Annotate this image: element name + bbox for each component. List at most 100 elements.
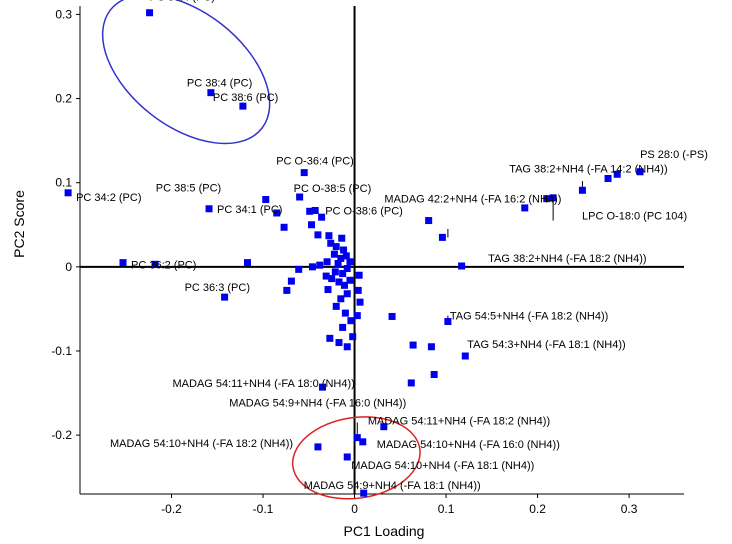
annotation-label: MADAG 54:10+NH4 (-FA 16:0 (NH4)): [377, 439, 560, 451]
annotation-label: PC 36:3 (PC): [185, 282, 250, 294]
data-point: [409, 341, 417, 349]
data-point: [360, 489, 368, 497]
data-point: [339, 323, 347, 331]
y-tick-label: 0.3: [55, 7, 72, 21]
annotation-label: MADAG 42:2+NH4 (-FA 16:2 (NH4)): [384, 193, 561, 205]
data-point: [335, 339, 343, 347]
annotation-label: MADAG 54:11+NH4 (-FA 18:0 (NH4)): [173, 378, 355, 390]
y-tick-label: 0: [65, 260, 72, 274]
data-point: [337, 254, 345, 262]
data-point: [314, 443, 322, 451]
data-point: [359, 438, 367, 446]
data-point: [207, 89, 215, 97]
data-point: [356, 298, 364, 306]
data-point: [314, 231, 322, 239]
data-point: [341, 309, 349, 317]
data-point: [328, 275, 336, 283]
annotation-label: TAG 38:2+NH4 (-FA 14:2 (NH4)): [509, 163, 667, 175]
highlight-ellipse: [101, 0, 271, 145]
data-point: [388, 312, 396, 320]
data-point: [319, 383, 327, 391]
data-point: [346, 258, 354, 266]
annotation-label: TAG 54:3+NH4 (-FA 18:1 (NH4)): [467, 339, 625, 351]
data-point: [287, 277, 295, 285]
data-point: [273, 209, 281, 217]
annotation-label: MADAG 54:11+NH4 (-FA 18:2 (NH4)): [368, 416, 550, 428]
annotation-label: MADAG 54:10+NH4 (-FA 18:2 (NH4)): [110, 438, 293, 450]
annotation-label: PC 34:1 (PC): [217, 204, 282, 216]
data-point: [543, 195, 551, 203]
annotation-label: TAG 38:2+NH4 (-FA 18:2 (NH4)): [488, 253, 646, 265]
data-point: [283, 286, 291, 294]
data-point: [326, 334, 334, 342]
data-point: [354, 286, 362, 294]
highlight-ellipses: [101, 0, 421, 500]
data-point: [613, 170, 621, 178]
data-point: [427, 343, 435, 351]
annotation-label: PC O-36:4 (PC): [276, 156, 354, 168]
data-point: [458, 262, 466, 270]
data-point: [300, 169, 308, 177]
annotation-label: MADAG 54:9+NH4 (-FA 16:0 (NH4)): [229, 398, 406, 410]
data-point: [343, 290, 351, 298]
data-point: [316, 261, 324, 269]
annotation-label: MADAG 54:9+NH4 (-FA 18:1 (NH4)): [304, 480, 481, 492]
data-point: [239, 102, 247, 110]
annotation-label: PC 36:4 (PC): [150, 0, 215, 4]
data-point: [349, 333, 357, 341]
annotation-label: PC 38:5 (PC): [156, 183, 221, 195]
annotation-label: PS 28:0 (-PS): [640, 149, 708, 161]
data-point: [262, 196, 270, 204]
data-point: [338, 234, 346, 242]
data-point: [380, 423, 388, 431]
data-point: [340, 281, 348, 289]
data-point: [438, 233, 446, 241]
annotation-label: PC O-38:5 (PC): [294, 183, 372, 195]
data-point: [325, 232, 333, 240]
data-point: [343, 343, 351, 351]
annotation-label: TAG 54:5+NH4 (-FA 18:2 (NH4)): [450, 311, 608, 323]
data-point: [340, 246, 348, 254]
data-point: [342, 252, 350, 260]
y-tick-label: 0.1: [55, 176, 72, 190]
annotation-label: PC 38:4 (PC): [187, 78, 252, 90]
data-point: [146, 9, 154, 17]
x-tick-label: 0.3: [621, 502, 638, 516]
annotation-label: PC 38:6 (PC): [213, 92, 278, 104]
data-point: [205, 205, 213, 213]
data-point: [308, 221, 316, 229]
data-point: [322, 272, 330, 280]
data-points: [64, 9, 644, 497]
data-point: [343, 265, 351, 273]
data-point: [337, 295, 345, 303]
data-point: [343, 453, 351, 461]
data-point: [604, 174, 612, 182]
data-point: [521, 204, 529, 212]
annotation-label: LPC O-18:0 (PC 104): [582, 210, 687, 222]
data-point: [347, 317, 355, 325]
plot-frame: [79, 6, 684, 495]
data-point: [430, 371, 438, 379]
x-tick-label: 0.2: [529, 502, 546, 516]
x-tick-label: -0.2: [161, 502, 182, 516]
data-point: [221, 293, 229, 301]
data-point: [308, 263, 316, 271]
data-point: [346, 276, 354, 284]
y-axis-title: PC2 Score: [11, 190, 27, 258]
data-point: [330, 250, 338, 258]
y-tick-label: 0.2: [55, 92, 72, 106]
data-point: [296, 193, 304, 201]
data-point: [339, 270, 347, 278]
annotation-labels: PC 36:4 (PC) PC 38:4 (PC) PC 38:6 (PC) PC O…: [76, 0, 708, 492]
data-point: [407, 379, 415, 387]
data-point: [306, 207, 314, 215]
data-point: [444, 318, 452, 326]
data-point: [353, 312, 361, 320]
data-point: [636, 168, 644, 176]
y-tick-label: -0.1: [51, 344, 72, 358]
data-point: [324, 286, 332, 294]
data-point: [280, 223, 288, 231]
data-point: [243, 259, 251, 267]
data-point: [64, 189, 72, 197]
data-point: [332, 302, 340, 310]
